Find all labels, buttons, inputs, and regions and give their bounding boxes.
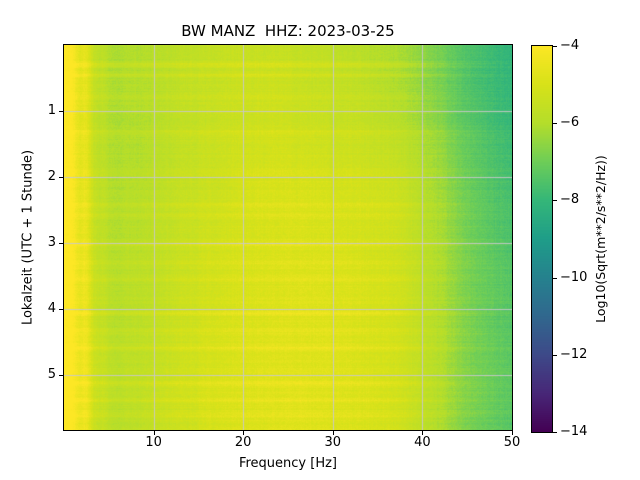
x-tick-mark [243, 431, 245, 435]
colorbar-tick-mark [553, 200, 557, 202]
y-tick-label: 4 [47, 301, 56, 317]
colorbar-tick-label: −6 [560, 115, 580, 131]
x-tick-label: 20 [234, 435, 252, 450]
y-tick-label: 3 [47, 235, 56, 251]
y-tick-mark [59, 111, 63, 112]
chart-title: BW MANZ HHZ: 2023-03-25 [181, 22, 395, 40]
x-axis-label: Frequency [Hz] [238, 456, 338, 471]
x-tick-label: 10 [145, 435, 162, 450]
x-tick-label: 30 [324, 435, 342, 450]
colorbar-tick-mark [553, 354, 557, 356]
y-tick-label: 2 [47, 169, 56, 185]
y-tick-mark [59, 177, 63, 179]
colorbar-tick-mark [553, 123, 557, 125]
x-tick-label: 40 [414, 435, 431, 450]
y-tick-label: 5 [47, 367, 56, 383]
colorbar-tick-label: −14 [560, 424, 588, 439]
x-tick-mark [153, 431, 155, 435]
spectrogram-heatmap [63, 44, 513, 431]
colorbar-tick-label: −10 [560, 269, 588, 285]
colorbar-tick-mark [553, 46, 557, 47]
colorbar-tick-mark [553, 432, 557, 433]
colorbar-tick-label: −8 [560, 192, 580, 208]
y-tick-mark [59, 309, 63, 311]
colorbar-tick-mark [553, 277, 557, 279]
colorbar-tick-label: −12 [560, 346, 588, 362]
y-tick-label: 1 [47, 103, 56, 118]
y-tick-mark [59, 375, 63, 377]
colorbar-label: Log10(Sqrt(m**2/s**2/Hz)) [593, 155, 608, 323]
x-tick-mark [422, 431, 424, 435]
y-tick-mark [59, 243, 63, 245]
x-tick-label: 50 [503, 435, 521, 450]
colorbar [531, 45, 553, 433]
x-tick-mark [512, 431, 513, 435]
x-tick-mark [332, 431, 334, 435]
colorbar-tick-label: −4 [560, 38, 580, 53]
